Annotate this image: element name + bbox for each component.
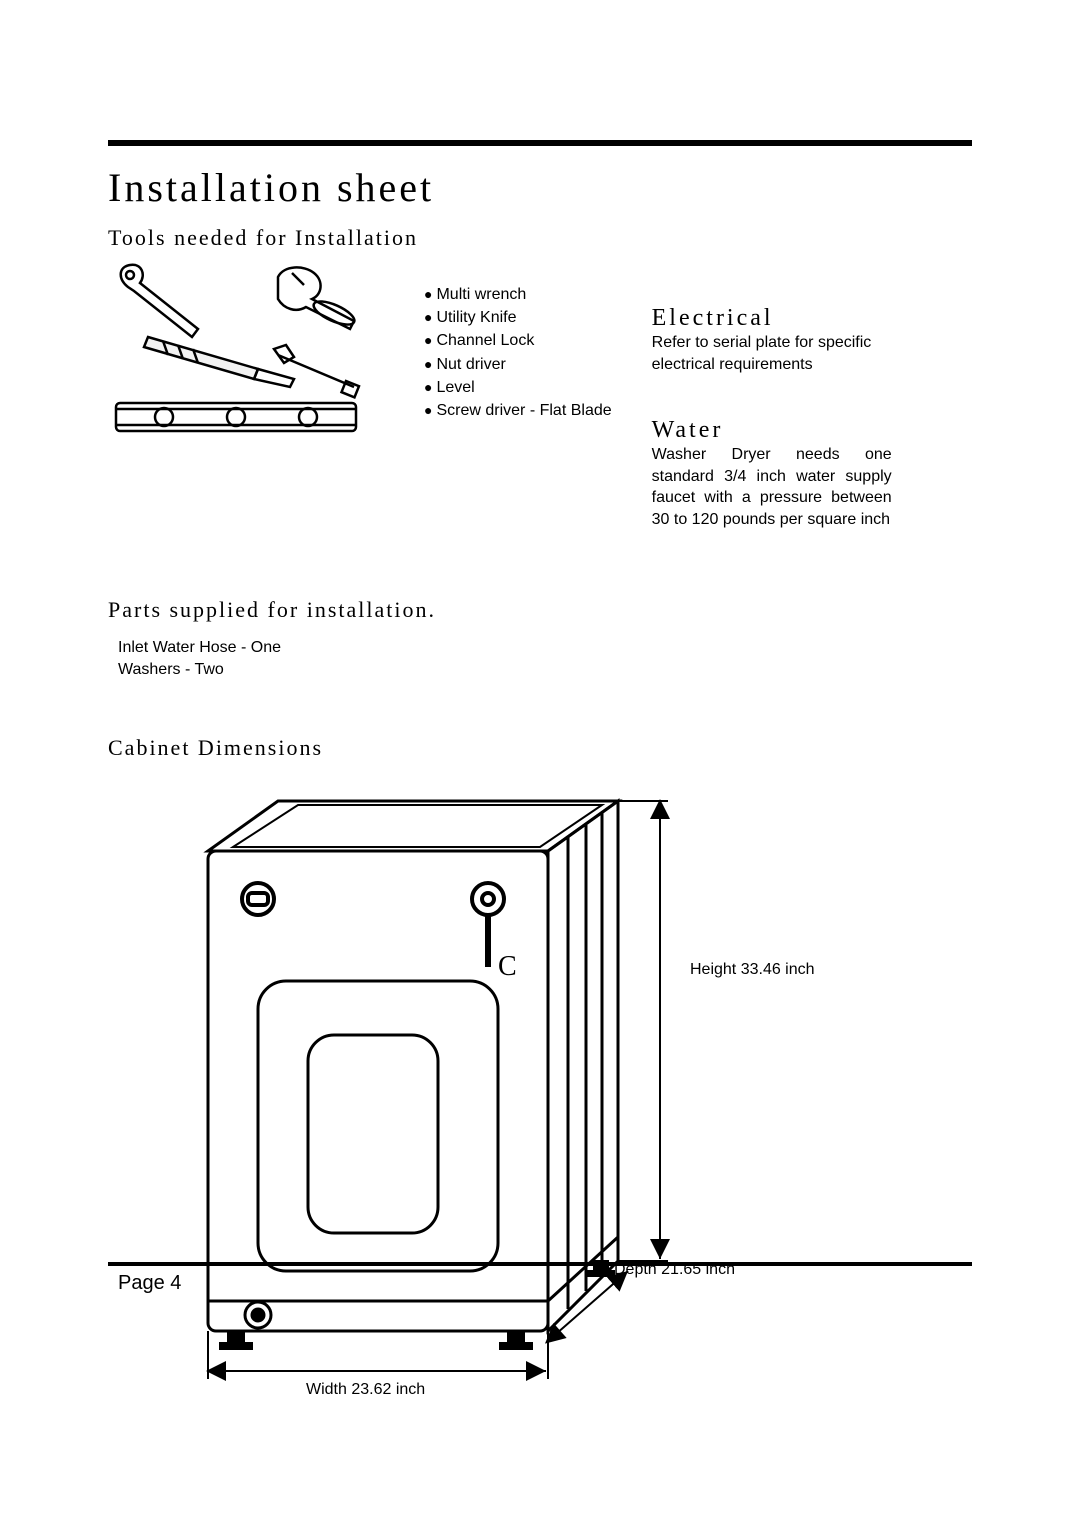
- parts-line: Washers - Two: [118, 659, 972, 681]
- page-title: Installation sheet: [108, 164, 972, 211]
- water-text: Washer Dryer needs one standard 3/4 inch…: [652, 444, 892, 530]
- diagram-letter: C: [498, 951, 517, 983]
- bullet-icon: ●: [424, 400, 432, 420]
- cabinet-diagram: C Height 33.46 inch Depth 21.65 inch Wid…: [148, 771, 868, 1421]
- tools-list: ●Multi wrench ●Utility Knife ●Channel Lo…: [424, 283, 612, 573]
- parts-block: Parts supplied for installation. Inlet W…: [108, 597, 972, 682]
- list-item: ●Level: [424, 376, 612, 399]
- list-item-label: Multi wrench: [436, 283, 526, 306]
- list-item: ●Nut driver: [424, 353, 612, 376]
- water-block: Water Washer Dryer needs one standard 3/…: [652, 417, 892, 530]
- bullet-icon: ●: [424, 284, 432, 304]
- list-item-label: Channel Lock: [436, 329, 534, 352]
- electrical-block: Electrical Refer to serial plate for spe…: [652, 305, 892, 375]
- list-item: ●Utility Knife: [424, 306, 612, 329]
- electrical-text: Refer to serial plate for specific elect…: [652, 332, 892, 375]
- dimensions-heading: Cabinet Dimensions: [108, 735, 972, 761]
- list-item-label: Nut driver: [436, 353, 505, 376]
- width-label: Width 23.62 inch: [306, 1381, 425, 1399]
- electrical-heading: Electrical: [652, 305, 892, 332]
- bullet-icon: ●: [424, 377, 432, 397]
- water-heading: Water: [652, 417, 892, 444]
- parts-heading: Parts supplied for installation.: [108, 597, 972, 623]
- bullet-icon: ●: [424, 330, 432, 350]
- list-item: ●Channel Lock: [424, 329, 612, 352]
- height-label: Height 33.46 inch: [690, 961, 815, 979]
- tools-illustration: [108, 259, 364, 439]
- parts-line: Inlet Water Hose - One: [118, 637, 972, 659]
- list-item: ●Screw driver - Flat Blade: [424, 399, 612, 422]
- tools-heading: Tools needed for Installation: [108, 225, 972, 251]
- list-item-label: Level: [436, 376, 474, 399]
- bullet-icon: ●: [424, 354, 432, 374]
- list-item-label: Utility Knife: [436, 306, 516, 329]
- top-rule: [108, 140, 972, 146]
- page-number: Page 4: [118, 1272, 181, 1295]
- right-column: Electrical Refer to serial plate for spe…: [652, 305, 892, 573]
- bullet-icon: ●: [424, 307, 432, 327]
- dimensions-block: Cabinet Dimensions: [108, 735, 972, 1421]
- list-item: ●Multi wrench: [424, 283, 612, 306]
- parts-text: Inlet Water Hose - One Washers - Two: [118, 637, 972, 682]
- bottom-rule: [108, 1262, 972, 1266]
- page: Installation sheet Tools needed for Inst…: [0, 0, 1080, 1525]
- tools-row: ●Multi wrench ●Utility Knife ●Channel Lo…: [108, 259, 972, 573]
- list-item-label: Screw driver - Flat Blade: [436, 399, 611, 422]
